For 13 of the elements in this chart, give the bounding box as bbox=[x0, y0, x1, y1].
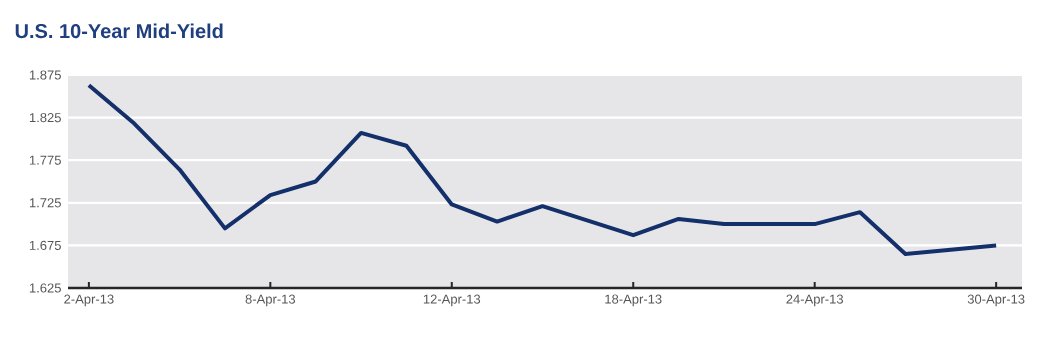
y-tick-label: 1.625 bbox=[29, 283, 61, 293]
y-tick-label: 1.725 bbox=[29, 198, 61, 208]
x-tick-label: 12-Apr-13 bbox=[423, 294, 481, 307]
y-tick-label: 1.675 bbox=[29, 240, 61, 250]
y-tick-label: 1.875 bbox=[29, 70, 61, 80]
x-tick-label: 2-Apr-13 bbox=[64, 294, 114, 307]
x-tick-label: 8-Apr-13 bbox=[245, 294, 296, 307]
y-tick-label: 1.775 bbox=[29, 155, 61, 165]
x-tick-label: 30-Apr-13 bbox=[967, 294, 1025, 307]
x-tick-label: 24-Apr-13 bbox=[786, 294, 844, 307]
x-tick-label: 18-Apr-13 bbox=[605, 294, 662, 307]
chart-title: U.S. 10-Year Mid-Yield bbox=[15, 23, 223, 39]
y-tick-label: 1.825 bbox=[29, 112, 61, 123]
